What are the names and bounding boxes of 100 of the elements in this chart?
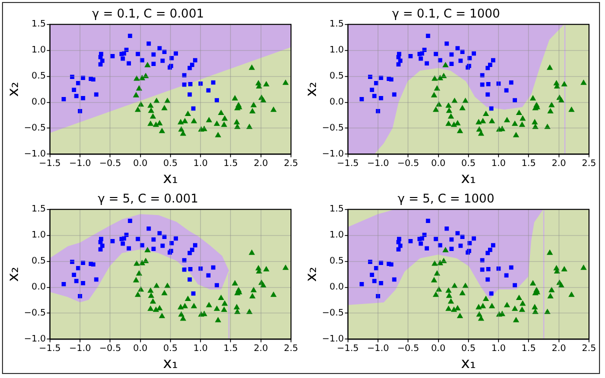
point [486, 266, 490, 272]
point [62, 97, 66, 102]
point [568, 106, 575, 112]
point [178, 304, 184, 310]
point [512, 316, 520, 322]
point [532, 304, 538, 310]
point [548, 102, 555, 108]
chart-title: γ = 0.1, C = 1000 [392, 6, 500, 20]
y-tick-label: −1.0 [322, 334, 344, 345]
point [222, 115, 228, 121]
x-tick-label: 0.5 [461, 344, 476, 354]
point [454, 304, 461, 310]
point [422, 48, 427, 52]
x-tick-label: −0.5 [397, 158, 420, 169]
point [548, 286, 555, 292]
point [449, 62, 454, 66]
y-tick-label: −0.5 [24, 124, 46, 134]
point [488, 248, 492, 252]
y-tick-label: 1.0 [330, 230, 344, 241]
point [558, 97, 564, 103]
point [128, 34, 132, 38]
point [445, 287, 452, 293]
point [370, 272, 374, 277]
point [147, 120, 154, 126]
point [486, 82, 490, 86]
point [368, 260, 372, 264]
x-tick-label: 0.5 [163, 344, 178, 354]
point [489, 291, 494, 296]
point [486, 92, 490, 97]
point [512, 283, 517, 288]
point [148, 108, 154, 113]
point [188, 266, 192, 272]
point [214, 283, 219, 288]
point [100, 58, 104, 63]
point [193, 243, 198, 248]
x-tick-label: 2.5 [284, 158, 298, 169]
point [580, 79, 587, 85]
point [472, 51, 476, 56]
point [164, 282, 171, 288]
point [132, 92, 140, 98]
x-tick-label: 2.0 [254, 344, 268, 354]
point [72, 272, 76, 277]
point [94, 277, 98, 282]
point [450, 306, 458, 312]
point [144, 246, 151, 252]
x-tick-label: −1.5 [38, 158, 61, 169]
point [220, 306, 228, 312]
x-tick-label: −0.5 [99, 158, 122, 169]
point [389, 77, 394, 82]
y-tick-label: −1.0 [24, 150, 46, 160]
point [434, 85, 440, 91]
point [182, 302, 188, 308]
point [434, 270, 440, 276]
point [232, 280, 238, 286]
point [424, 246, 429, 250]
point [436, 260, 444, 266]
point [211, 80, 216, 85]
y-tick-label: −1.0 [322, 150, 344, 160]
point [438, 243, 442, 248]
point [174, 236, 178, 241]
point [445, 305, 452, 311]
x-tick-label: −0.5 [397, 344, 420, 354]
point [136, 270, 142, 276]
point [250, 102, 257, 108]
point [191, 106, 196, 111]
point [368, 74, 372, 79]
point [70, 74, 74, 79]
point [504, 116, 510, 122]
point [152, 306, 160, 312]
point [188, 277, 192, 282]
y-tick-label: 0.5 [330, 256, 344, 267]
point [182, 82, 186, 87]
point [147, 305, 154, 311]
point [157, 46, 162, 50]
point [462, 282, 469, 288]
point [206, 302, 212, 308]
point [158, 312, 166, 318]
point [260, 97, 266, 103]
point [459, 104, 466, 110]
point [462, 98, 469, 104]
point [182, 73, 186, 78]
point [91, 262, 96, 267]
x-axis-title: x₁ [460, 168, 476, 187]
point [161, 290, 168, 296]
point [148, 292, 154, 298]
point [62, 282, 66, 286]
point [512, 98, 517, 102]
point [147, 287, 154, 293]
point [250, 286, 257, 292]
point [445, 120, 452, 126]
point [558, 282, 564, 288]
point [472, 236, 476, 241]
point [516, 110, 522, 115]
point [214, 132, 222, 138]
point [178, 311, 184, 317]
point [150, 298, 156, 304]
point [126, 61, 131, 66]
point [248, 249, 255, 255]
point [491, 58, 496, 62]
point [546, 249, 553, 255]
